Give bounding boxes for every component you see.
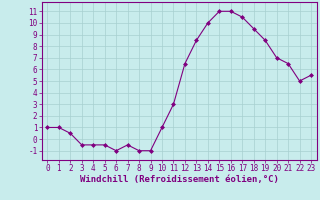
X-axis label: Windchill (Refroidissement éolien,°C): Windchill (Refroidissement éolien,°C) (80, 175, 279, 184)
